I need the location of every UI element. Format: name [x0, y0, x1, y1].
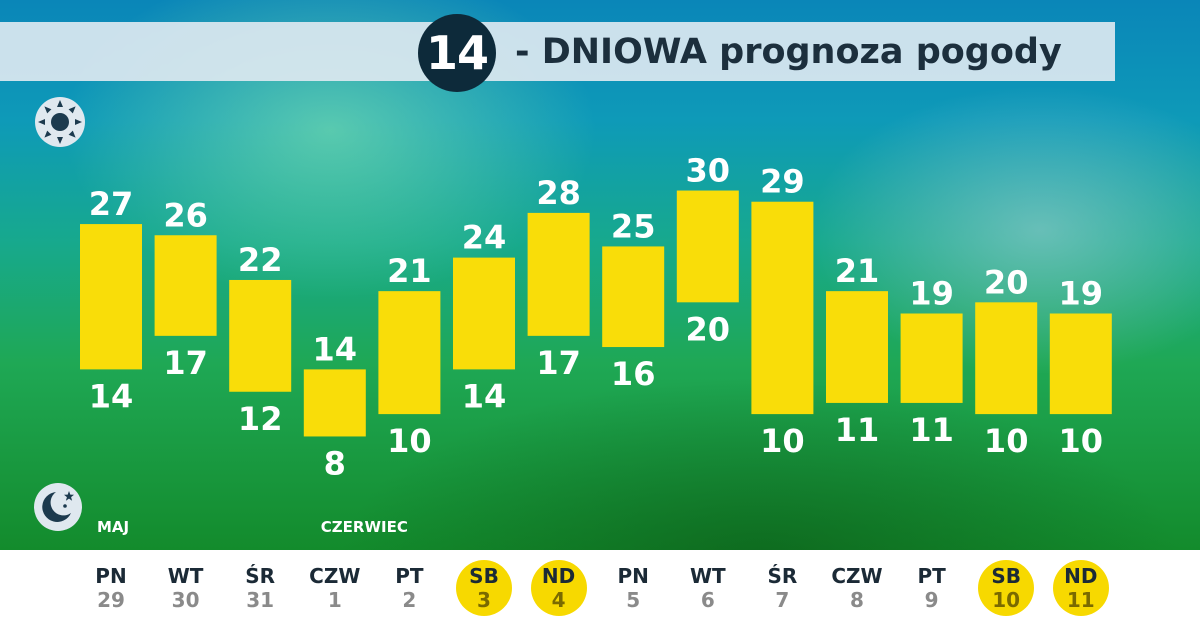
day-cell: SB 10 [978, 560, 1035, 616]
temperature-bar [826, 291, 888, 403]
day-cell: ND 4 [530, 560, 587, 616]
day-date: 3 [477, 588, 491, 612]
temperature-bar [900, 313, 963, 403]
days-count-badge: 14 [418, 14, 496, 92]
day-name: ŚR [245, 564, 276, 588]
day-cell: WT 6 [680, 560, 736, 616]
min-temp-label: 17 [536, 344, 581, 382]
max-temp-label: 22 [238, 241, 283, 279]
max-temp-label: 14 [313, 330, 358, 368]
max-temp-label: 29 [760, 163, 805, 201]
day-date: 5 [626, 588, 641, 612]
title-banner [0, 22, 1115, 81]
min-temp-label: 14 [462, 377, 507, 415]
day-name: ŚR [767, 564, 798, 588]
min-temp-label: 20 [686, 310, 731, 348]
temperature-bar [1049, 313, 1112, 415]
day-cell: PN 5 [605, 560, 661, 616]
max-temp-label: 19 [909, 275, 954, 313]
temperature-bar [527, 212, 590, 336]
min-temp-label: 11 [835, 411, 880, 449]
temperature-bar [975, 302, 1038, 415]
day-date: 8 [850, 588, 864, 612]
month-label: CZERWIEC [320, 518, 408, 536]
day-name: CZW [309, 564, 361, 588]
day-date: 9 [924, 588, 939, 612]
day-cell: PT 2 [381, 560, 437, 616]
day-name: PN [95, 564, 127, 588]
temperature-chart: 27 14 26 17 22 12 14 8 21 10 24 14 28 17 25 16 30 20 29 10 2… [80, 152, 1112, 482]
temperature-bar [676, 190, 739, 303]
temperature-bar [378, 291, 441, 415]
day-cell: SB 3 [456, 560, 512, 616]
temperature-bar [453, 257, 515, 370]
day-date: 31 [246, 588, 275, 612]
min-temp-label: 11 [909, 411, 954, 449]
day-name: CZW [831, 564, 883, 588]
day-name: WT [689, 564, 726, 588]
min-temp-label: 12 [238, 400, 283, 438]
max-temp-label: 21 [387, 252, 432, 290]
day-name: ND [1064, 564, 1098, 588]
day-date: 2 [402, 588, 417, 612]
day-name: SB [991, 564, 1022, 588]
moon-star-icon [33, 482, 83, 536]
day-cell: ŚR 7 [754, 560, 810, 616]
page-title: - DNIOWA prognoza pogody [515, 32, 1062, 72]
temperature-bar [154, 235, 217, 336]
max-temp-label: 19 [1059, 275, 1104, 313]
min-temp-label: 10 [1059, 422, 1104, 460]
max-temp-label: 28 [536, 174, 581, 212]
day-cell: ŚR 31 [232, 560, 288, 616]
min-temp-label: 10 [984, 422, 1029, 460]
day-date: 6 [700, 588, 715, 612]
day-cell: ND 11 [1052, 560, 1109, 616]
day-cell: WT 30 [158, 560, 214, 616]
temperature-bar [303, 369, 366, 437]
day-date: 11 [1066, 588, 1095, 612]
temperature-bar [751, 201, 814, 415]
min-temp-label: 16 [611, 355, 656, 393]
day-date: 7 [775, 588, 790, 612]
day-name: ND [541, 564, 576, 588]
day-date: 4 [551, 588, 566, 612]
max-temp-label: 20 [984, 263, 1029, 301]
day-date: 1 [327, 588, 342, 612]
day-date: 30 [171, 588, 200, 612]
day-name: PT [395, 564, 424, 588]
day-name: PN [617, 564, 649, 588]
day-cell: PT 9 [904, 560, 960, 616]
max-temp-label: 27 [89, 185, 134, 223]
sun-icon [33, 95, 87, 153]
day-name: WT [167, 564, 204, 588]
month-label: MAJ [97, 518, 130, 536]
day-cell: PN 29 [83, 560, 139, 616]
temperature-bar [229, 279, 292, 392]
temperature-bar [602, 246, 665, 348]
max-temp-label: 25 [611, 207, 656, 245]
day-name: PT [917, 564, 946, 588]
min-temp-label: 10 [760, 422, 805, 460]
min-temp-label: 10 [387, 422, 432, 460]
day-date: 10 [992, 588, 1021, 612]
max-temp-label: 21 [835, 252, 880, 290]
day-date: 29 [97, 588, 125, 612]
max-temp-label: 26 [163, 196, 208, 234]
max-temp-label: 30 [686, 152, 731, 190]
min-temp-label: 17 [163, 344, 208, 382]
day-cell: CZW 1 [307, 560, 363, 616]
min-temp-label: 8 [324, 444, 346, 482]
day-cell: CZW 8 [829, 560, 885, 616]
min-temp-label: 14 [89, 377, 134, 415]
max-temp-label: 24 [462, 219, 507, 257]
day-name: SB [469, 564, 499, 588]
temperature-bar [80, 224, 142, 370]
